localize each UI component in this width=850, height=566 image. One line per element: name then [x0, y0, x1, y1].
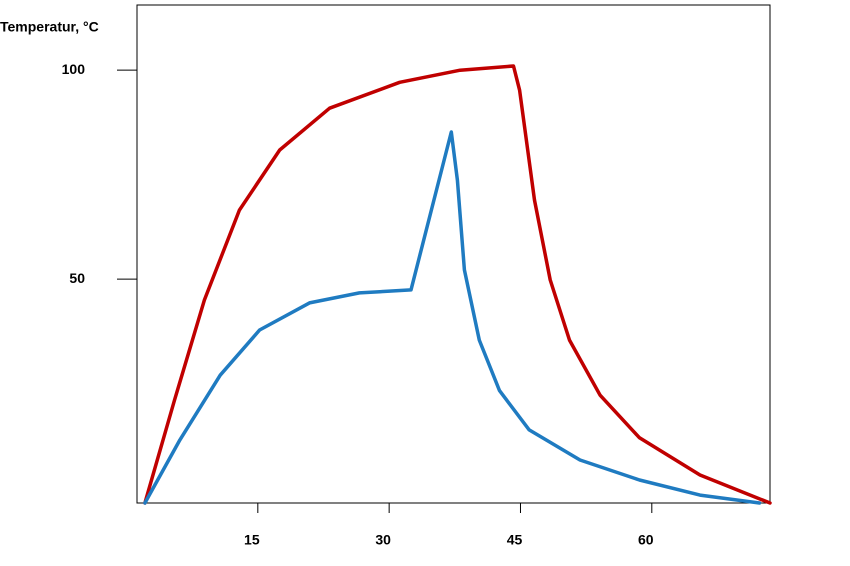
y-tick-label: 100	[62, 61, 86, 77]
x-tick-label: 45	[507, 532, 523, 548]
y-axis-label: Temperatur, °C	[0, 19, 99, 35]
x-tick-label: 30	[375, 532, 391, 548]
x-tick-label: 60	[638, 532, 654, 548]
y-tick-label: 50	[69, 270, 85, 286]
line-series	[143, 64, 772, 505]
plot-frame	[136, 4, 771, 504]
x-tick-label: 15	[244, 532, 260, 548]
line-series	[143, 130, 762, 505]
